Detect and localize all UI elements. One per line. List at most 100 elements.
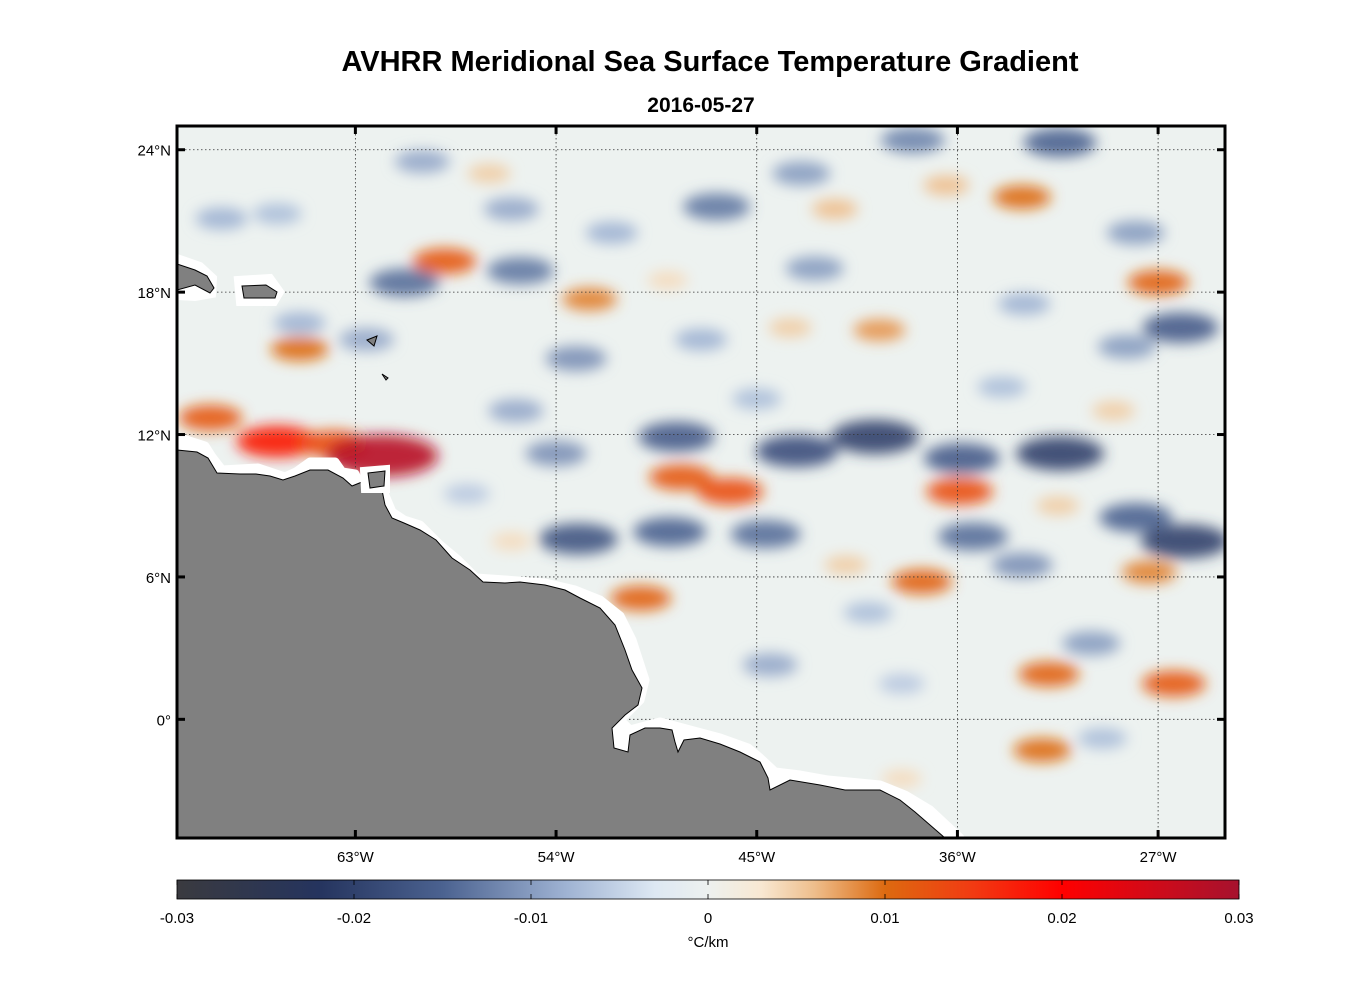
field-anomaly-59: [443, 483, 490, 504]
lon-tick-label: 63°W: [337, 849, 375, 866]
field-anomaly-66: [1036, 496, 1080, 516]
field-anomaly-3: [178, 404, 243, 431]
field-anomaly-29: [1142, 312, 1219, 343]
field-anomaly-67: [824, 555, 868, 575]
field-anomaly-16: [853, 319, 906, 342]
land-island-small-1: [366, 335, 378, 347]
field-anomaly-32: [683, 193, 751, 221]
field-anomaly-14: [1018, 661, 1080, 687]
field-anomaly-40: [1062, 631, 1121, 656]
colorbar-tick-label: 0: [704, 910, 712, 927]
field-anomaly-54: [585, 221, 638, 244]
field-anomaly-0: [236, 425, 319, 458]
lat-tick-label: 0°: [157, 712, 171, 729]
field-anomaly-21: [1015, 436, 1104, 471]
field-anomaly-15: [1141, 670, 1206, 697]
field-anomaly-63: [467, 163, 511, 183]
field-anomaly-51: [1106, 220, 1165, 245]
lat-tick-label: 12°N: [137, 428, 171, 445]
field-anomaly-52: [998, 293, 1051, 315]
colorbar-tick-label: 0.03: [1224, 910, 1253, 927]
land-island-trinidad: [367, 470, 386, 489]
colorbar-ticks: -0.03 -0.02 -0.01 0 0.01 0.02 0.03: [160, 880, 1254, 927]
field-anomaly-46: [252, 203, 302, 225]
field-anomaly-26: [730, 520, 801, 549]
colorbar-tick-label: 0.02: [1047, 910, 1076, 927]
figure-title: AVHRR Meridional Sea Surface Temperature…: [341, 46, 1079, 78]
field-anomaly-62: [923, 175, 970, 196]
field-anomaly-48: [742, 653, 798, 677]
field-anomaly-24: [538, 523, 618, 555]
land-south-america: [177, 449, 946, 838]
field-anomaly-42: [483, 197, 539, 221]
field-anomaly-35: [938, 522, 1009, 551]
land-island-small-2: [381, 373, 389, 381]
field-anomaly-17: [1013, 738, 1072, 763]
map-frame: [175, 124, 1227, 840]
colorbar-tick-label: -0.01: [514, 910, 548, 927]
lon-tick-label: 45°W: [738, 849, 776, 866]
field-anomaly-64: [768, 318, 812, 338]
field-anomaly-11: [610, 585, 672, 611]
colorbar: -0.03 -0.02 -0.01 0 0.01 0.02 0.03 °C/km: [160, 879, 1254, 951]
field-anomaly-37: [545, 346, 607, 372]
field-anomaly-20: [755, 435, 838, 468]
field-anomaly-43: [339, 328, 395, 352]
field-anomaly-45: [195, 207, 248, 230]
field-anomaly-49: [785, 256, 844, 281]
sst-gradient-field: [178, 127, 1225, 788]
field-anomaly-6: [562, 287, 618, 311]
field-anomaly-44: [273, 311, 326, 334]
land-layer: [177, 253, 965, 838]
field-anomaly-65: [647, 271, 688, 290]
field-anomaly-61: [811, 199, 858, 220]
map-axis-labels: 63°W 54°W 45°W 36°W 27°W 24°N 18°N 12°N 6°N 0°: [137, 143, 1177, 866]
field-anomaly-57: [878, 673, 925, 694]
field-anomaly-53: [675, 328, 727, 351]
field-anomaly-4: [412, 248, 477, 275]
field-anomaly-5: [270, 337, 329, 362]
field-anomaly-27: [1140, 524, 1225, 559]
field-anomaly-36: [991, 552, 1053, 578]
field-anomaly-18: [1121, 560, 1177, 584]
field-anomaly-8: [648, 464, 713, 491]
field-anomaly-10: [891, 569, 953, 595]
field-anomaly-9: [926, 477, 994, 505]
colorbar-tick-label: -0.03: [160, 910, 194, 927]
field-anomaly-34: [880, 127, 945, 154]
lon-tick-label: 54°W: [538, 849, 576, 866]
lon-tick-label: 27°W: [1140, 849, 1178, 866]
field-anomaly-60: [977, 376, 1027, 398]
field-anomaly-33: [1023, 128, 1097, 158]
field-anomaly-68: [881, 769, 922, 788]
lat-tick-label: 18°N: [137, 285, 171, 302]
map-plot-area: [177, 126, 1225, 838]
field-anomaly-19: [830, 419, 919, 454]
field-anomaly-31: [486, 257, 554, 285]
field-anomaly-22: [923, 443, 1000, 474]
field-anomaly-12: [993, 185, 1052, 210]
land-island-hispaniola: [177, 263, 215, 294]
field-anomaly-25: [633, 517, 707, 547]
colorbar-tick-label: 0.01: [870, 910, 899, 927]
field-anomaly-50: [1097, 334, 1156, 359]
field-anomaly-7: [696, 477, 764, 505]
figure-subtitle: 2016-05-27: [647, 94, 755, 117]
field-anomaly-39: [772, 161, 831, 186]
colorbar-unit-label: °C/km: [688, 934, 729, 951]
map-ticks: [177, 126, 1225, 838]
land-island-puerto-rico: [241, 284, 278, 299]
lat-tick-label: 6°N: [146, 570, 171, 587]
field-anomaly-55: [843, 602, 893, 624]
field-anomaly-69: [1092, 401, 1136, 421]
field-anomaly-38: [525, 441, 587, 467]
field-anomaly-2: [326, 434, 439, 477]
field-anomaly-41: [394, 150, 450, 174]
lat-tick-label: 24°N: [137, 143, 171, 160]
lon-tick-label: 36°W: [939, 849, 977, 866]
colorbar-tick-label: -0.02: [337, 910, 371, 927]
field-anomaly-28: [1099, 503, 1173, 533]
field-anomaly-30: [369, 268, 440, 297]
field-anomaly-23: [638, 421, 715, 452]
